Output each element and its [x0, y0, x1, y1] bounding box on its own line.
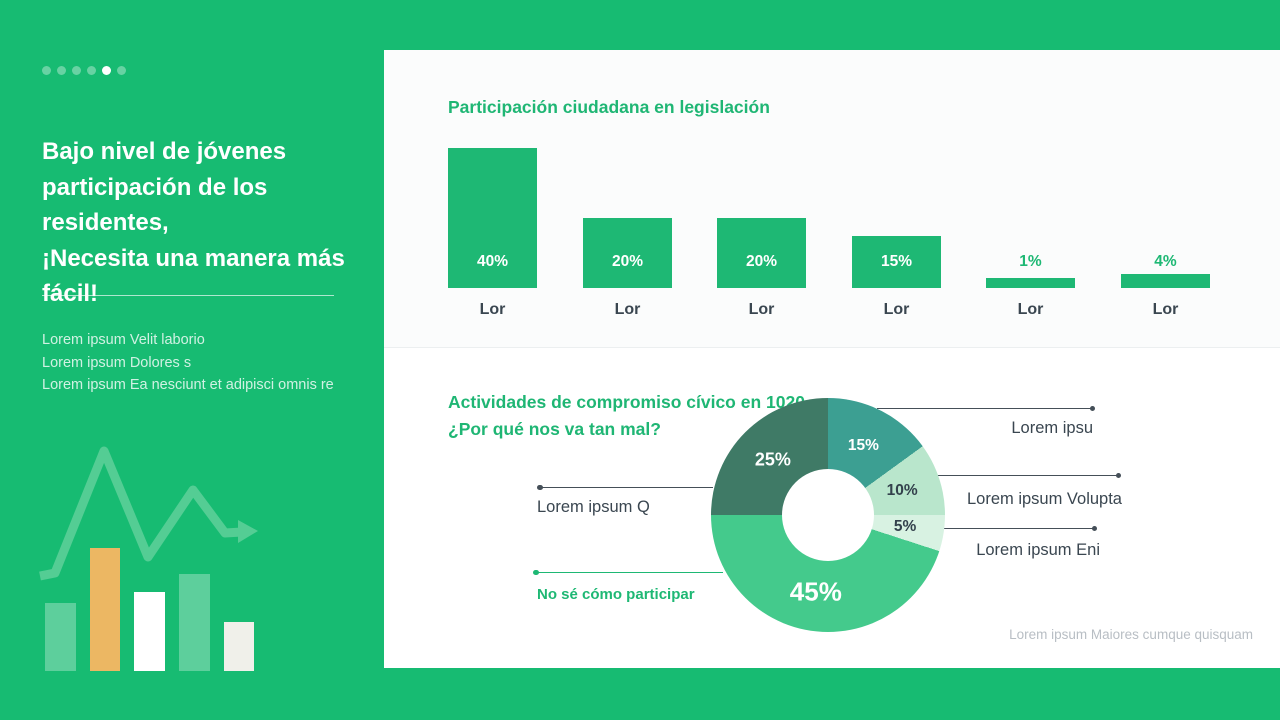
bar — [717, 218, 806, 288]
bar-value-label: 20% — [611, 253, 644, 270]
bar — [986, 278, 1075, 288]
pagination-dot[interactable] — [57, 66, 66, 75]
pagination-dots — [42, 66, 126, 75]
leader-dot — [1089, 405, 1095, 411]
slide-title-line: ¡Necesita una manera más fácil! — [42, 244, 345, 308]
bar-column: 15% Lor — [852, 148, 941, 318]
section-divider — [384, 347, 1280, 348]
donut-chart: 15% 10% 5% 45% 25% — [711, 398, 945, 632]
bar-category-label: Lor — [748, 301, 775, 318]
leader-dot — [1091, 525, 1097, 531]
bar-column: 4% Lor — [1121, 148, 1210, 318]
bar-column: 20% Lor — [583, 148, 672, 318]
bar-value-label: 40% — [476, 253, 509, 270]
donut-slice-percentage: 10% — [886, 481, 918, 499]
donut-slice-percentage: 5% — [893, 518, 917, 536]
donut-slice-percentage: 25% — [754, 449, 791, 470]
decorative-chart-icon — [39, 446, 258, 671]
bullet-item: Lorem ipsum Ea nesciunt et adipisci omni… — [42, 377, 334, 393]
bar — [448, 148, 537, 288]
leader-dot — [1115, 472, 1121, 478]
left-panel: Bajo nivel de jóvenes participación de l… — [0, 0, 384, 720]
callout-label-lorem-ipsum-volupta: Lorem ipsum Volupta — [966, 490, 1122, 508]
bar-category-label: Lor — [1152, 301, 1179, 318]
bar-value-label: 20% — [745, 253, 778, 270]
slide-title-line: Bajo nivel de jóvenes — [42, 138, 287, 165]
bar-category-label: Lor — [614, 301, 641, 318]
bar-category-label: Lor — [883, 301, 910, 318]
bullet-list: Lorem ipsum Velit laborio Lorem ipsum Do… — [42, 329, 372, 397]
callout-label-lorem-ipsum-q: Lorem ipsum Q — [537, 498, 650, 516]
pagination-dot[interactable] — [72, 66, 81, 75]
bar-category-label: Lor — [1017, 301, 1044, 318]
donut-chart-title-line-1: Actividades de compromiso cívico en 1020 — [448, 392, 805, 412]
callout-label-lorem-ipsum-eni: Lorem ipsum Eni — [976, 541, 1100, 559]
charts-card: Participación ciudadana en legislación 4… — [384, 50, 1280, 668]
leader-line-lorem-ipsu — [877, 405, 1095, 411]
bar-category-label: Lor — [479, 301, 506, 318]
callout-label-lorem-ipsu: Lorem ipsu — [1011, 419, 1093, 437]
bullet-item: Lorem ipsum Velit laborio — [42, 332, 205, 348]
bar-value-label: 4% — [1154, 253, 1177, 270]
donut-hole — [782, 469, 874, 561]
bar-column: 40% Lor — [448, 148, 537, 318]
leader-line-no-se-como-participar — [533, 569, 723, 575]
bar-chart-title: Participación ciudadana en legislación — [448, 97, 770, 117]
bar — [1121, 274, 1210, 288]
leader-line-lorem-ipsum-eni — [940, 525, 1097, 531]
leader-line-lorem-ipsum-volupta — [935, 472, 1121, 478]
bar-column: 1% Lor — [986, 148, 1075, 318]
donut-slice-percentage: 45% — [789, 576, 842, 607]
bar-chart: 40% Lor 20% Lor 20% Lor 15% Lor 1% Lor 4% Lor — [448, 148, 1248, 318]
pagination-dot[interactable] — [102, 66, 111, 75]
leader-dot — [537, 484, 543, 490]
pagination-dot[interactable] — [42, 66, 51, 75]
donut-slice-percentage: 15% — [847, 436, 879, 454]
bar — [583, 218, 672, 288]
pagination-dot[interactable] — [87, 66, 96, 75]
bullet-item: Lorem ipsum Dolores s — [42, 354, 192, 371]
slide-title: Bajo nivel de jóvenes participación de l… — [42, 134, 387, 312]
bar-value-label: 15% — [880, 253, 913, 270]
bar-column: 20% Lor — [717, 148, 806, 318]
bar-value-label: 1% — [1019, 253, 1042, 270]
chart-footnote: Lorem ipsum Maiores cumque quisquam — [1009, 627, 1253, 642]
callout-label-no-se-como-participar: No sé cómo participar — [537, 586, 695, 603]
leader-dot — [533, 569, 539, 575]
divider-rule — [42, 295, 334, 296]
donut-chart-title-line-2: ¿Por qué nos va tan mal? — [448, 419, 661, 439]
slide-title-line: participación de los residentes, — [42, 173, 268, 237]
pagination-dot[interactable] — [117, 66, 126, 75]
bar — [852, 236, 941, 288]
leader-line-lorem-ipsum-q — [537, 484, 713, 490]
